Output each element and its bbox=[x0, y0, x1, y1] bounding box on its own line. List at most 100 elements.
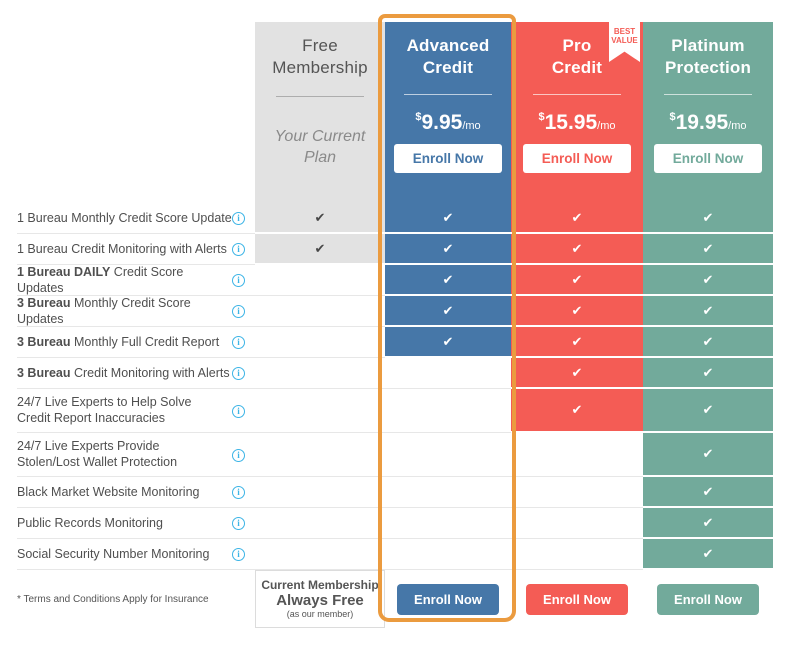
enroll-now-button-platinum[interactable]: Enroll Now bbox=[653, 144, 763, 174]
feature-cell-platinum: ✔ bbox=[643, 389, 773, 433]
plan-header-platinum: Platinum Protection $19.95/mo Enroll Now bbox=[643, 22, 773, 203]
feature-cell-pro: ✔ bbox=[511, 389, 643, 433]
check-icon: ✔ bbox=[442, 333, 454, 349]
price-advanced: $9.95/mo bbox=[385, 111, 511, 135]
feature-cell-free bbox=[255, 265, 385, 296]
info-icon[interactable]: i bbox=[232, 517, 245, 530]
feature-cell-free bbox=[255, 296, 385, 327]
price-platinum: $19.95/mo bbox=[643, 111, 773, 135]
feature-label-cell: 24/7 Live Experts Provide Stolen/Lost Wal… bbox=[0, 433, 255, 477]
check-icon: ✔ bbox=[571, 209, 583, 225]
check-icon: ✔ bbox=[442, 271, 454, 287]
info-icon[interactable]: i bbox=[232, 448, 245, 462]
check-icon: ✔ bbox=[702, 333, 714, 349]
free-footer-line2: Always Free bbox=[276, 592, 364, 609]
check-icon: ✔ bbox=[702, 364, 714, 380]
feature-cell-free bbox=[255, 477, 385, 508]
feature-label-cell: 24/7 Live Experts to Help Solve Credit Re… bbox=[0, 389, 255, 433]
info-icon[interactable]: i bbox=[232, 367, 245, 380]
feature-cell-advanced: ✔ bbox=[385, 296, 511, 327]
feature-cell-platinum: ✔ bbox=[643, 203, 773, 234]
check-icon: ✔ bbox=[702, 402, 714, 417]
feature-cell-advanced: ✔ bbox=[385, 327, 511, 358]
price-amount: 15.95 bbox=[544, 111, 598, 135]
feature-cell-platinum: ✔ bbox=[643, 539, 773, 570]
feature-label-cell: 1 Bureau Monthly Credit Score Update i bbox=[0, 203, 255, 234]
feature-cell-free bbox=[255, 508, 385, 539]
feature-label: 1 Bureau Monthly Credit Score Update bbox=[17, 210, 232, 225]
header-spacer bbox=[0, 22, 255, 203]
feature-cell-pro: ✔ bbox=[511, 327, 643, 358]
feature-label: 3 Bureau Monthly Credit Score Updates bbox=[17, 295, 191, 326]
plan-name-pro: Pro Credit bbox=[551, 36, 603, 78]
feature-cell-advanced bbox=[385, 389, 511, 433]
feature-cell-free bbox=[255, 358, 385, 389]
info-icon[interactable]: i bbox=[232, 274, 245, 287]
price-amount: 19.95 bbox=[675, 111, 729, 135]
check-icon: ✔ bbox=[571, 302, 583, 318]
feature-label-cell: 3 Bureau Monthly Full Credit Report i bbox=[0, 327, 255, 358]
check-icon: ✔ bbox=[442, 240, 454, 256]
feature-label-cell: Social Security Number Monitoring i bbox=[0, 539, 255, 570]
feature-cell-pro: ✔ bbox=[511, 234, 643, 265]
footer-enroll-button-platinum[interactable]: Enroll Now bbox=[657, 583, 759, 615]
check-icon: ✔ bbox=[702, 483, 714, 499]
feature-cell-advanced bbox=[385, 358, 511, 389]
feature-row: 1 Bureau DAILY Credit Score Updates i ✔ ✔ ✔ bbox=[0, 265, 800, 296]
check-icon: ✔ bbox=[702, 545, 714, 561]
feature-cell-platinum: ✔ bbox=[643, 265, 773, 296]
feature-label-cell: 1 Bureau DAILY Credit Score Updates i bbox=[0, 265, 255, 296]
feature-cell-free bbox=[255, 327, 385, 358]
header-divider bbox=[404, 94, 492, 96]
info-icon[interactable]: i bbox=[232, 243, 245, 256]
check-icon: ✔ bbox=[702, 302, 714, 318]
feature-cell-pro: ✔ bbox=[511, 358, 643, 389]
price-period: /mo bbox=[728, 120, 747, 133]
info-icon[interactable]: i bbox=[232, 336, 245, 349]
feature-label: 24/7 Live Experts Provide Stolen/Lost Wal… bbox=[17, 439, 178, 469]
check-icon: ✔ bbox=[314, 240, 326, 256]
feature-cell-pro bbox=[511, 508, 643, 539]
info-icon[interactable]: i bbox=[232, 548, 245, 561]
free-footer-line1: Current Membership bbox=[261, 578, 379, 592]
feature-row: 24/7 Live Experts Provide Stolen/Lost Wal… bbox=[0, 433, 800, 477]
feature-cell-free: ✔ bbox=[255, 203, 385, 234]
feature-cell-advanced bbox=[385, 539, 511, 570]
feature-rows: 1 Bureau Monthly Credit Score Update i ✔ ✔ ✔… bbox=[0, 203, 800, 570]
feature-row: 3 Bureau Monthly Credit Score Updates i ✔ ✔… bbox=[0, 296, 800, 327]
feature-row: Black Market Website Monitoring i ✔ bbox=[0, 477, 800, 508]
plan-header-pro: BEST VALUE Pro Credit $15.95/mo Enroll N… bbox=[511, 22, 643, 203]
feature-row: Public Records Monitoring i ✔ bbox=[0, 508, 800, 539]
feature-cell-pro bbox=[511, 477, 643, 508]
price-amount: 9.95 bbox=[421, 111, 463, 135]
price-period: /mo bbox=[462, 120, 481, 133]
footer-enroll-button-pro[interactable]: Enroll Now bbox=[526, 583, 628, 615]
feature-cell-advanced bbox=[385, 508, 511, 539]
check-icon: ✔ bbox=[314, 209, 326, 225]
plan-header-free: Free Membership Your Current Plan bbox=[255, 22, 385, 203]
feature-cell-advanced: ✔ bbox=[385, 234, 511, 265]
feature-cell-platinum: ✔ bbox=[643, 358, 773, 389]
feature-row: 1 Bureau Monthly Credit Score Update i ✔ ✔ ✔… bbox=[0, 203, 800, 234]
info-icon[interactable]: i bbox=[232, 404, 245, 418]
feature-cell-advanced: ✔ bbox=[385, 265, 511, 296]
check-icon: ✔ bbox=[702, 271, 714, 287]
footer-enroll-button-advanced[interactable]: Enroll Now bbox=[397, 583, 499, 615]
header-divider bbox=[533, 94, 621, 96]
feature-row: Social Security Number Monitoring i ✔ bbox=[0, 539, 800, 570]
plan-name-free: Free Membership bbox=[272, 36, 368, 78]
best-value-ribbon: BEST VALUE bbox=[609, 22, 640, 62]
enroll-now-button-pro[interactable]: Enroll Now bbox=[522, 144, 632, 174]
info-icon[interactable]: i bbox=[232, 486, 245, 499]
feature-row: 3 Bureau Monthly Full Credit Report i ✔ ✔ ✔ bbox=[0, 327, 800, 358]
header-divider bbox=[664, 94, 752, 96]
check-icon: ✔ bbox=[702, 240, 714, 256]
check-icon: ✔ bbox=[442, 302, 454, 318]
enroll-now-button-advanced[interactable]: Enroll Now bbox=[393, 144, 503, 174]
info-icon[interactable]: i bbox=[232, 305, 245, 318]
plan-name-platinum: Platinum Protection bbox=[664, 36, 752, 78]
feature-label: Public Records Monitoring bbox=[17, 515, 163, 530]
currency-symbol: $ bbox=[669, 111, 676, 124]
feature-cell-pro: ✔ bbox=[511, 296, 643, 327]
info-icon[interactable]: i bbox=[232, 212, 245, 225]
